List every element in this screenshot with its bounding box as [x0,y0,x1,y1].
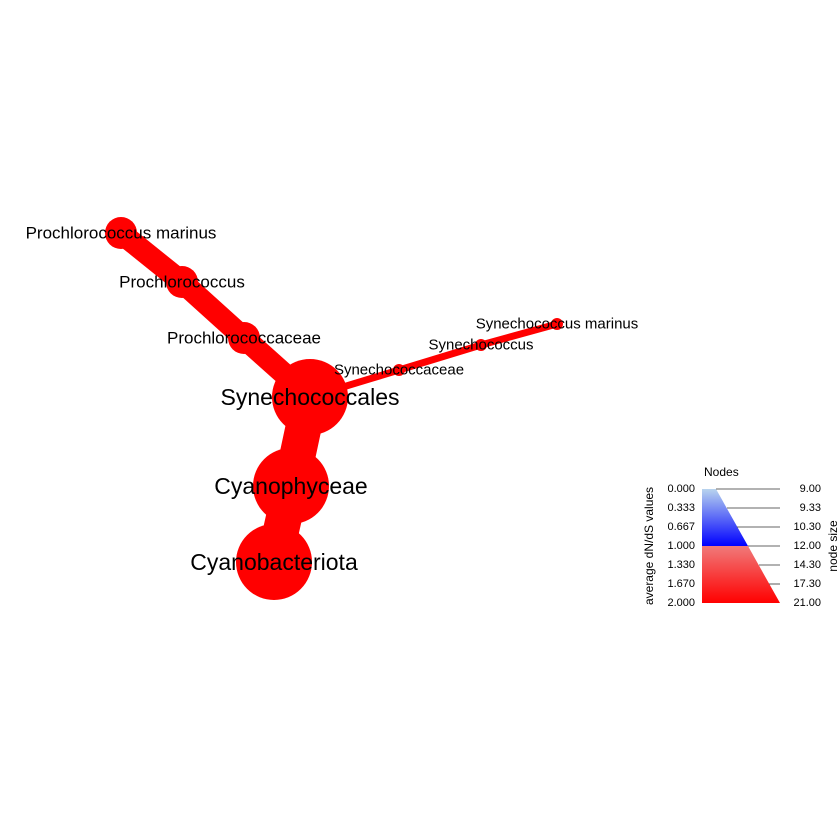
legend-dnds-tick: 2.000 [667,597,695,609]
edge-synechococcus-synechococcus-marinus [477,320,561,349]
node-synechococcales[interactable] [272,359,348,435]
legend-size-tick: 10.30 [793,521,821,533]
node-label-synechococcaceae: Synechococcaceae [334,362,464,379]
legend-size-tick: 21.00 [793,597,821,609]
node-label-synechococcus-marinus: Synechococcus marinus [476,316,639,333]
legend-size-tick: 12.00 [793,540,821,552]
nodes-layer [105,217,563,600]
node-label-cyanophyceae: Cyanophyceae [214,473,367,499]
node-prochlorococcus[interactable] [166,266,198,298]
legend-size-tick: 14.30 [793,559,821,571]
legend-dnds-high-wedge [702,546,780,603]
node-label-cyanobacteriota: Cyanobacteriota [190,549,358,575]
legend-dnds-tick: 0.000 [667,483,695,495]
legend-dnds-tick: 1.670 [667,578,695,590]
node-prochlorococcaceae[interactable] [228,322,260,354]
node-label-prochlorococcus: Prochlorococcus [119,273,245,292]
node-label-prochlorococcus-marinus: Prochlorococcus marinus [26,224,217,243]
legend-dnds-tick: 1.000 [667,540,695,552]
legend-dnds-tick: 0.667 [667,521,695,533]
node-prochlorococcus-marinus[interactable] [105,217,137,249]
node-cyanobacteriota[interactable] [236,524,312,600]
node-label-prochlorococcaceae: Prochlorococcaceae [167,329,321,348]
labels-layer: Cyanobacteriota Cyanophyceae Synechococcal… [26,224,639,576]
legend-dnds-ticks: 0.000 0.333 0.667 1.000 1.330 1.670 2.000 [667,483,695,609]
legend-size-tick: 9.33 [800,502,821,514]
legend-size-tick: 9.00 [800,483,821,495]
legend-size-tick: 17.30 [793,578,821,590]
node-label-synechococcales: Synechococcales [221,384,400,410]
node-synechococcaceae[interactable] [393,364,405,376]
legend: Nodes 0.000 0.333 0.667 1.000 1.330 1.670 2.00… [642,465,840,609]
node-synechococcus[interactable] [475,339,487,351]
legend-title: Nodes [704,465,739,479]
node-label-synechococcus: Synechococcus [428,337,533,354]
legend-dnds-tick: 1.330 [667,559,695,571]
legend-size-ticks: 9.00 9.33 10.30 12.00 14.30 17.30 21.00 [716,483,821,609]
legend-dnds-tick: 0.333 [667,502,695,514]
node-synechococcus-marinus[interactable] [551,318,563,330]
legend-right-axis-label: node size [826,520,840,572]
edge-synechococcaceae-synechococcus [395,341,485,374]
node-cyanophyceae[interactable] [253,448,329,524]
legend-left-axis-label: average dN/dS values [642,487,656,605]
legend-dnds-low-wedge [702,489,748,546]
